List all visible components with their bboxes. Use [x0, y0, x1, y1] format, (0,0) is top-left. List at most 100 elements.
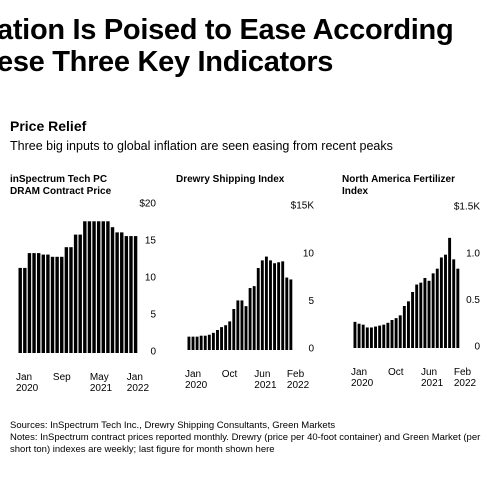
x-tick-label: May 2021 [90, 372, 113, 394]
chart-title: Drewry Shipping Index [176, 174, 285, 185]
bar [431, 273, 435, 348]
bar [36, 253, 41, 353]
bar [415, 284, 419, 348]
bar [365, 327, 369, 348]
x-tick-label: Oct [388, 367, 404, 378]
y-tick-label: $1.5K [454, 202, 480, 213]
bar [60, 256, 64, 353]
bar [101, 221, 105, 353]
x-tick-label: Feb 2022 [454, 367, 477, 389]
bar [41, 254, 45, 353]
bar [55, 256, 59, 353]
bar [386, 322, 390, 348]
bar [444, 254, 447, 348]
x-tick-label: Oct [222, 369, 238, 380]
y-tick-label: 10 [145, 273, 157, 284]
bar [407, 301, 410, 348]
bar [96, 221, 101, 353]
bar [357, 323, 361, 348]
bar [378, 325, 382, 348]
bar [120, 232, 124, 353]
bar [216, 329, 219, 350]
y-tick-label: 10 [303, 248, 315, 259]
y-tick-label: 1.0 [466, 248, 480, 259]
bar [46, 254, 50, 353]
bar [374, 326, 377, 348]
bar [244, 306, 248, 350]
bar [264, 256, 268, 350]
x-tick-label: Sep [53, 372, 71, 383]
chart-title: inSpectrum Tech PC [10, 174, 107, 185]
bar [361, 324, 365, 348]
bar [129, 236, 133, 353]
bar [260, 260, 264, 350]
y-tick-label: 0.5 [466, 295, 480, 306]
bar [87, 221, 92, 353]
section-title: Price Relief [10, 118, 87, 134]
x-tick-label: Jan 2020 [16, 372, 39, 394]
bar [256, 268, 260, 350]
bar [199, 335, 203, 350]
y-tick-label: 0 [150, 347, 156, 358]
bar [252, 286, 256, 350]
notes: Notes: InSpectrum contract prices report… [10, 432, 481, 455]
subtitle: Three big inputs to global inflation are… [10, 139, 393, 153]
bar [220, 327, 223, 350]
bar [382, 324, 386, 348]
bar [64, 247, 69, 353]
bar [78, 234, 82, 353]
bar [236, 300, 240, 350]
bar [273, 263, 276, 350]
bar [427, 280, 431, 348]
bar [456, 268, 460, 348]
bar [289, 279, 293, 350]
bar [277, 262, 281, 350]
bar [207, 334, 211, 350]
y-tick-label: 0 [308, 344, 314, 355]
bar [452, 259, 456, 348]
bar [73, 234, 78, 353]
sources: Sources: InSpectrum Tech Inc., Drewry Sh… [10, 420, 336, 431]
y-tick-label: $15K [291, 201, 315, 212]
headline: ation Is Poised to Ease According [0, 14, 454, 46]
bar [240, 300, 244, 350]
chart-title: North America Fertilizer [342, 174, 455, 185]
chart-title: Index [342, 186, 369, 197]
bar [353, 321, 357, 348]
bar [110, 227, 115, 353]
bar [115, 232, 119, 353]
bar [106, 221, 110, 353]
bar [124, 236, 129, 353]
bar [435, 268, 439, 348]
y-tick-label: 0 [474, 342, 480, 353]
bar [18, 267, 22, 353]
bar [439, 257, 443, 348]
bar [285, 277, 289, 350]
bar [419, 282, 423, 348]
bar [232, 309, 236, 350]
x-tick-label: Jan 2022 [127, 372, 150, 394]
bar [50, 256, 55, 353]
y-tick-label: 5 [150, 310, 156, 321]
bar [195, 336, 199, 350]
x-tick-label: Jun 2021 [421, 367, 444, 389]
y-tick-label: 5 [308, 296, 314, 307]
bar [411, 292, 415, 348]
bar [224, 325, 228, 350]
bar [281, 261, 285, 350]
bar [27, 253, 32, 353]
bar [448, 237, 452, 348]
bar [390, 320, 394, 348]
bar [133, 236, 138, 353]
bar [92, 221, 96, 353]
y-tick-label: $20 [139, 199, 156, 210]
bar [83, 221, 87, 353]
x-tick-label: Jun 2021 [254, 369, 277, 391]
bar [248, 288, 252, 350]
bar [187, 336, 191, 350]
bar [32, 253, 36, 353]
headline: ese Three Key Indicators [0, 46, 334, 78]
x-tick-label: Jan 2020 [185, 369, 208, 391]
bar [23, 267, 27, 353]
